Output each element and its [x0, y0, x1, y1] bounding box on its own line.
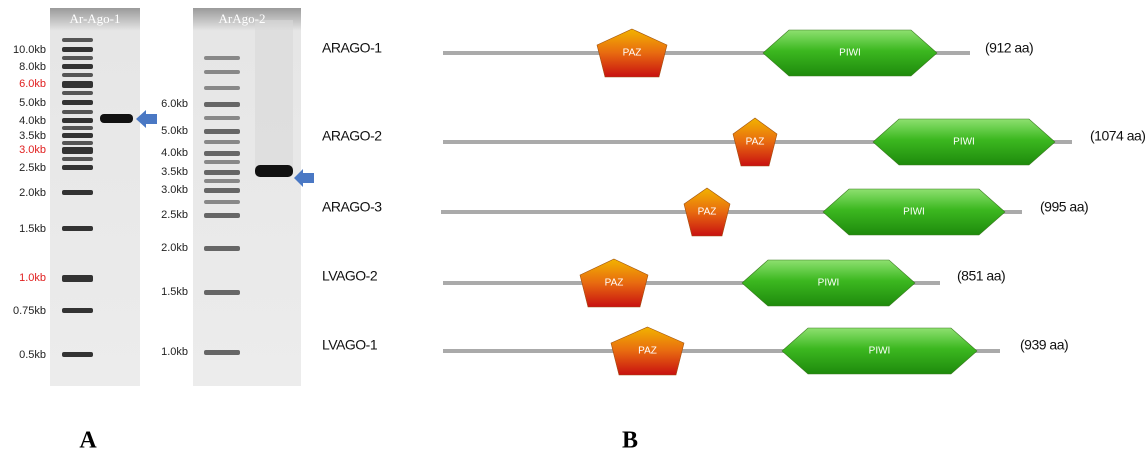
protein-name: ARAGO-3 [322, 199, 382, 215]
ladder-band [62, 165, 93, 170]
ladder-label: 2.0kb [161, 242, 188, 254]
ladder-label: 2.5kb [161, 209, 188, 221]
protein-length: (851 aa) [957, 268, 1005, 284]
ladder-label: 1.5kb [161, 286, 188, 298]
ladder-band [62, 56, 93, 60]
ladder-label: 8.0kb [19, 61, 46, 73]
domain-label: PIWI [839, 48, 861, 59]
ladder-band [204, 56, 240, 60]
ladder-band [62, 47, 93, 52]
domain-label: PAZ [605, 278, 624, 289]
ladder-label: 3.0kb [161, 184, 188, 196]
ladder-label: 4.0kb [161, 147, 188, 159]
ladder-band [62, 126, 93, 130]
ladder-band [62, 147, 93, 154]
ladder-band [62, 91, 93, 95]
ladder-band [62, 157, 93, 161]
ladder-band [204, 70, 240, 74]
target-band [255, 165, 293, 177]
ladder-band [62, 100, 93, 105]
protein-name: LVAGO-2 [322, 268, 378, 284]
ladder-band [62, 110, 93, 114]
ladder-band [62, 133, 93, 138]
gel-smear [255, 20, 293, 170]
ladder-label: 3.0kb [19, 144, 46, 156]
protein-length: (912 aa) [985, 40, 1033, 56]
ladder-band [204, 350, 240, 355]
domain-label: PIWI [818, 278, 840, 289]
domain-label: PIWI [903, 207, 925, 218]
ladder-band [204, 179, 240, 183]
ladder-band [62, 64, 93, 69]
protein-name: ARAGO-2 [322, 128, 382, 144]
domain-label: PAZ [638, 346, 657, 357]
ladder-band [62, 352, 93, 357]
ladder-label: 2.5kb [19, 162, 46, 174]
ladder-label: 10.0kb [13, 44, 46, 56]
ladder-band [204, 290, 240, 295]
ladder-band [204, 86, 240, 90]
ladder-band [204, 246, 240, 251]
panel-label: B [622, 428, 638, 454]
domain-label: PAZ [698, 207, 717, 218]
domain-label: PAZ [623, 48, 642, 59]
ladder-band [62, 73, 93, 77]
ladder-label: 0.5kb [19, 349, 46, 361]
ladder-label: 5.0kb [19, 97, 46, 109]
domain-label: PIWI [869, 346, 891, 357]
ladder-label: 6.0kb [19, 78, 46, 90]
protein-length: (939 aa) [1020, 337, 1068, 353]
protein-name: LVAGO-1 [322, 337, 378, 353]
ladder-band [62, 226, 93, 231]
ladder-band [62, 190, 93, 195]
ladder-label: 3.5kb [19, 130, 46, 142]
ladder-label: 1.0kb [19, 272, 46, 284]
ladder-label: 5.0kb [161, 125, 188, 137]
ladder-band [62, 141, 93, 145]
ladder-band [204, 170, 240, 175]
panel-label: A [79, 428, 97, 454]
protein-name: ARAGO-1 [322, 40, 382, 56]
figure: Ar-Ago-1 ArAgo-2 A B 10.0kb 8.0kb 6.0kb 5.0… [0, 0, 1146, 458]
ladder-band [204, 188, 240, 193]
protein-length: (1074 aa) [1090, 128, 1145, 144]
gel-title: Ar-Ago-1 [69, 11, 120, 26]
ladder-band [62, 275, 93, 282]
domain-label: PIWI [953, 137, 975, 148]
ladder-band [62, 308, 93, 313]
ladder-label: 1.5kb [19, 223, 46, 235]
ladder-band [62, 118, 93, 123]
ladder-label: 2.0kb [19, 187, 46, 199]
target-band [100, 114, 133, 123]
ladder-label: 1.0kb [161, 346, 188, 358]
domain-label: PAZ [746, 137, 765, 148]
ladder-band [204, 116, 240, 120]
ladder-band [204, 102, 240, 107]
ladder-band [204, 200, 240, 204]
ladder-band [204, 151, 240, 156]
ladder-band [62, 38, 93, 42]
ladder-band [204, 140, 240, 144]
ladder-band [204, 213, 240, 218]
ladder-label: 3.5kb [161, 166, 188, 178]
ladder-label: 0.75kb [13, 305, 46, 317]
ladder-label: 4.0kb [19, 115, 46, 127]
protein-length: (995 aa) [1040, 199, 1088, 215]
ladder-label: 6.0kb [161, 98, 188, 110]
gel-title: ArAgo-2 [219, 11, 266, 26]
ladder-band [62, 81, 93, 88]
ladder-band [204, 160, 240, 164]
ladder-band [204, 129, 240, 134]
